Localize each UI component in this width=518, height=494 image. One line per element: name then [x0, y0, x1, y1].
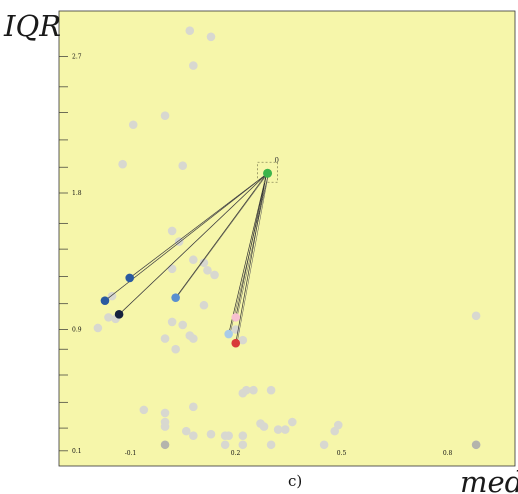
background-point	[220, 440, 230, 450]
background-point	[224, 431, 233, 440]
neighbor-line	[236, 172, 270, 343]
neighbor-point	[171, 293, 180, 302]
background-point	[178, 320, 188, 330]
x-axis-title: med	[460, 465, 518, 494]
plot-area	[58, 10, 516, 467]
background-point	[280, 425, 290, 434]
x-tick-label: 0.2	[231, 450, 241, 457]
background-point	[93, 323, 103, 333]
neighbor-line	[175, 174, 267, 298]
background-point	[118, 159, 127, 169]
background-point	[242, 385, 251, 395]
x-axis-ticks: -0.1 0.2 0.5 0.8	[125, 450, 453, 457]
background-point	[471, 311, 481, 321]
x-tick-label: 0.8	[443, 450, 453, 457]
background-point	[199, 300, 209, 310]
y-tick-label: 0.1	[72, 448, 82, 455]
focus-box	[257, 161, 278, 183]
background-point	[185, 26, 195, 36]
background-point	[181, 426, 191, 436]
x-tick-label: 0.5	[337, 450, 347, 457]
neighbor-point	[114, 310, 124, 319]
background-point	[160, 422, 170, 431]
background-point	[189, 334, 198, 343]
background-point	[171, 344, 180, 354]
neighbor-line	[228, 174, 267, 335]
focus-group: 0	[257, 156, 279, 183]
background-point	[167, 264, 177, 274]
background-point	[238, 440, 248, 450]
background-point	[160, 334, 170, 343]
neighbor-point	[231, 338, 241, 348]
y-tick-label: 0.9	[72, 327, 82, 334]
background-point	[203, 266, 212, 275]
background-point	[189, 255, 198, 265]
neighbor-line	[236, 172, 270, 317]
background-point	[319, 440, 329, 450]
background-point	[238, 431, 248, 440]
background-point	[266, 385, 276, 395]
focus-point	[263, 168, 273, 178]
y-axis-title: IQR	[3, 9, 61, 43]
background-point	[189, 61, 198, 70]
background-point	[288, 417, 297, 427]
neighbor-point	[100, 296, 110, 305]
background-point	[167, 226, 177, 236]
background-point	[107, 291, 117, 301]
background-point	[189, 402, 198, 412]
background-point	[139, 405, 149, 415]
background-point	[104, 313, 113, 322]
x-tick-label: -0.1	[125, 450, 137, 457]
background-point	[178, 161, 188, 170]
neighbor-line	[176, 172, 269, 297]
y-tick-label: 2.7	[72, 54, 82, 61]
y-axis-ticks: 0.1 0.9 1.8 2.7	[59, 54, 82, 455]
neighbor-point	[125, 273, 134, 283]
background-point	[206, 32, 216, 42]
background-point	[259, 422, 269, 431]
focus-annotation: 0	[275, 156, 279, 164]
background-points	[93, 26, 481, 450]
background-point	[128, 120, 138, 130]
neighbor-line	[235, 174, 267, 344]
background-point	[160, 408, 170, 418]
background-point	[160, 111, 170, 120]
background-point-dark	[471, 440, 481, 450]
background-point	[206, 429, 216, 439]
neighbor-lines	[104, 172, 270, 344]
chart-caption: c)	[288, 472, 302, 490]
background-point	[189, 431, 198, 440]
y-tick-label: 1.8	[72, 190, 82, 197]
background-point	[210, 270, 219, 280]
background-point	[167, 317, 177, 327]
neighbor-point	[231, 313, 241, 322]
background-point	[174, 237, 184, 246]
background-point	[266, 440, 276, 450]
background-point	[249, 385, 258, 395]
background-point	[333, 420, 343, 430]
background-point-dark	[160, 440, 170, 450]
background-point	[273, 425, 283, 434]
background-point	[199, 258, 209, 268]
neighbor-points	[100, 273, 241, 348]
neighbor-line	[235, 174, 267, 318]
neighbor-line	[131, 172, 269, 278]
neighbor-point	[224, 329, 233, 339]
background-point	[238, 335, 248, 345]
neighbor-line	[120, 172, 269, 314]
